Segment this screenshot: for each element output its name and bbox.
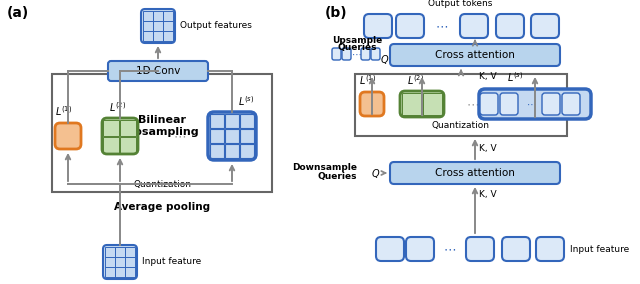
FancyBboxPatch shape: [460, 14, 488, 38]
FancyBboxPatch shape: [332, 48, 341, 60]
Text: Input feature: Input feature: [142, 258, 201, 266]
Bar: [105, 267, 115, 277]
FancyBboxPatch shape: [208, 112, 256, 160]
Bar: [423, 93, 442, 115]
Text: $L^{(2)}$: $L^{(2)}$: [109, 100, 127, 114]
FancyBboxPatch shape: [406, 237, 434, 261]
Bar: [105, 257, 115, 267]
Bar: [210, 144, 224, 158]
Bar: [125, 247, 135, 257]
Text: Quantization: Quantization: [432, 121, 490, 130]
Text: Average pooling: Average pooling: [114, 202, 210, 212]
Bar: [240, 114, 254, 128]
Bar: [103, 137, 119, 153]
Bar: [115, 247, 125, 257]
Bar: [105, 247, 115, 257]
Text: Output features: Output features: [180, 22, 252, 30]
Text: $\cdots$: $\cdots$: [467, 97, 479, 110]
FancyBboxPatch shape: [390, 162, 560, 184]
Text: $L^{(1)}$: $L^{(1)}$: [56, 104, 72, 118]
Text: $\cdots$: $\cdots$: [435, 20, 449, 32]
Text: K, V: K, V: [479, 189, 497, 199]
FancyBboxPatch shape: [342, 48, 351, 60]
FancyBboxPatch shape: [400, 91, 444, 117]
Bar: [153, 11, 163, 21]
FancyBboxPatch shape: [360, 92, 384, 116]
FancyBboxPatch shape: [466, 237, 494, 261]
Bar: [225, 144, 239, 158]
Bar: [120, 137, 136, 153]
Bar: [210, 114, 224, 128]
Bar: [240, 144, 254, 158]
FancyBboxPatch shape: [396, 14, 424, 38]
Text: K, V: K, V: [479, 72, 497, 82]
FancyBboxPatch shape: [479, 89, 591, 119]
Text: $L^{(s)}$: $L^{(s)}$: [507, 70, 524, 84]
Bar: [153, 31, 163, 41]
Bar: [52, 74, 272, 192]
Text: (a): (a): [7, 6, 29, 20]
FancyBboxPatch shape: [562, 93, 580, 115]
Bar: [143, 11, 153, 21]
FancyBboxPatch shape: [531, 14, 559, 38]
FancyBboxPatch shape: [361, 48, 370, 60]
Bar: [120, 120, 136, 136]
Text: Downsample: Downsample: [292, 164, 357, 172]
Text: Queries: Queries: [317, 172, 357, 181]
Bar: [143, 21, 153, 31]
FancyBboxPatch shape: [102, 118, 138, 154]
Text: $L^{(s)}$: $L^{(s)}$: [238, 94, 255, 108]
FancyBboxPatch shape: [364, 14, 392, 38]
FancyBboxPatch shape: [542, 93, 560, 115]
Bar: [125, 267, 135, 277]
Bar: [225, 114, 239, 128]
Bar: [240, 129, 254, 143]
Bar: [402, 93, 421, 115]
Text: Cross attention: Cross attention: [435, 168, 515, 178]
Bar: [115, 257, 125, 267]
Text: Output tokens: Output tokens: [428, 0, 492, 8]
Text: Queries: Queries: [337, 43, 377, 52]
FancyBboxPatch shape: [536, 237, 564, 261]
Text: K, V: K, V: [479, 143, 497, 153]
Text: Input feature: Input feature: [570, 245, 629, 254]
FancyBboxPatch shape: [103, 245, 137, 279]
Text: Upsample: Upsample: [332, 36, 382, 45]
Text: Quantization: Quantization: [133, 179, 191, 189]
Bar: [163, 31, 173, 41]
Text: $\cdots$: $\cdots$: [173, 130, 186, 143]
FancyBboxPatch shape: [376, 237, 404, 261]
FancyBboxPatch shape: [108, 61, 208, 81]
Text: $L^{(2)}$: $L^{(2)}$: [408, 73, 424, 87]
Text: Cross attention: Cross attention: [435, 50, 515, 60]
FancyBboxPatch shape: [55, 123, 81, 149]
Bar: [210, 129, 224, 143]
FancyBboxPatch shape: [390, 44, 560, 66]
Bar: [125, 257, 135, 267]
Text: (b): (b): [325, 6, 348, 20]
Bar: [103, 120, 119, 136]
Bar: [115, 267, 125, 277]
Text: Bilinear
Upsampling: Bilinear Upsampling: [125, 115, 199, 137]
Text: $Q$: $Q$: [371, 166, 380, 179]
Text: $L^{(1)}$: $L^{(1)}$: [360, 73, 376, 87]
Text: $Q$: $Q$: [380, 53, 389, 66]
Text: $\cdots$: $\cdots$: [525, 99, 536, 109]
Bar: [163, 21, 173, 31]
FancyBboxPatch shape: [141, 9, 175, 43]
FancyBboxPatch shape: [502, 237, 530, 261]
FancyBboxPatch shape: [480, 93, 498, 115]
Bar: [153, 21, 163, 31]
Bar: [163, 11, 173, 21]
Bar: [355, 74, 567, 136]
Text: $\cdots$: $\cdots$: [351, 49, 362, 59]
Bar: [143, 31, 153, 41]
Text: 1D Conv: 1D Conv: [136, 66, 180, 76]
FancyBboxPatch shape: [500, 93, 518, 115]
Text: $\cdots$: $\cdots$: [444, 243, 456, 256]
FancyBboxPatch shape: [371, 48, 380, 60]
FancyBboxPatch shape: [496, 14, 524, 38]
Bar: [225, 129, 239, 143]
